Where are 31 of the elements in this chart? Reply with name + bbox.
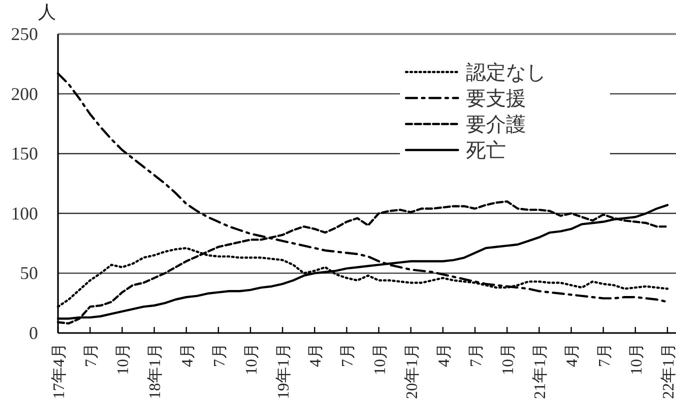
x-tick-label: 20年1月 [404,343,421,399]
y-tick-label: 250 [11,24,38,44]
x-tick-label: 18年1月 [147,343,164,399]
x-tick-label: 17年4月 [51,343,68,399]
x-tick-label: 4月 [564,343,582,367]
y-axis-title: 人 [38,2,56,22]
y-tick-label: 200 [11,84,38,104]
y-tick-label: 150 [11,144,38,164]
x-tick-label: 7月 [468,343,485,367]
x-tick-label: 10月 [243,343,260,375]
x-tick-label: 7月 [596,343,614,367]
x-tick-label: 4月 [436,343,453,367]
x-tick-label: 22年1月 [660,343,676,399]
x-tick-label: 7月 [340,343,357,367]
y-tick-label: 100 [11,203,38,224]
x-tick-label: 10月 [628,343,646,375]
x-tick-label: 10月 [372,343,389,375]
legend-label: 認定なし [466,62,546,84]
legend-label: 要介護 [466,114,526,136]
legend-label: 要支援 [466,88,526,110]
y-tick-label: 0 [29,323,38,343]
x-tick-label: 7月 [211,343,228,367]
x-tick-label: 19年1月 [276,343,293,399]
legend-label: 死亡 [466,140,506,162]
x-tick-label: 10月 [500,343,518,375]
x-tick-label: 7月 [83,343,100,367]
x-tick-label: 4月 [308,343,325,367]
y-tick-label: 50 [20,263,38,284]
x-tick-label: 4月 [179,343,196,367]
x-tick-label: 10月 [115,343,132,375]
x-tick-label: 21年1月 [532,343,550,399]
